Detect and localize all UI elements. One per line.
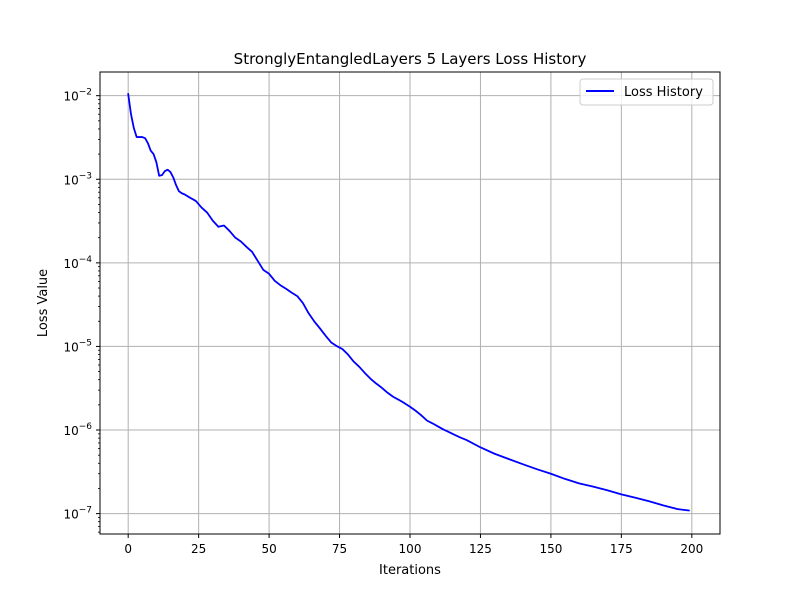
x-tick-label: 75	[332, 542, 347, 556]
legend-box	[579, 78, 714, 106]
x-axis: 0 25 50 75 100 125 150 175 200	[124, 534, 703, 556]
x-tick-label: 200	[680, 542, 703, 556]
x-tick-label: 125	[469, 542, 492, 556]
x-tick-label: 0	[124, 542, 132, 556]
y-tick-label: 10−3	[63, 171, 92, 187]
x-tick-label: 175	[610, 542, 633, 556]
x-tick-label: 25	[191, 542, 206, 556]
y-axis-label: Loss Value	[36, 269, 51, 337]
y-tick-label: 10−5	[63, 338, 92, 354]
x-tick-label: 50	[261, 542, 276, 556]
x-tick-label: 150	[539, 542, 562, 556]
y-tick-label: 10−4	[63, 255, 92, 271]
chart-title: StronglyEntangledLayers 5 Layers Loss Hi…	[234, 50, 587, 68]
x-axis-label: Iterations	[379, 563, 441, 578]
y-tick-label: 10−7	[63, 506, 92, 522]
y-axis: 10−2 10−3 10−4 10−5 10−6 10−7	[63, 88, 100, 522]
y-tick-label: 10−2	[63, 88, 92, 104]
y-tick-label: 10−6	[63, 422, 92, 438]
series-layer	[127, 93, 690, 512]
legend: Loss History	[579, 78, 714, 106]
legend-label: Loss History	[624, 85, 703, 100]
loss-history-line	[127, 93, 690, 512]
x-tick-label: 100	[399, 542, 422, 556]
